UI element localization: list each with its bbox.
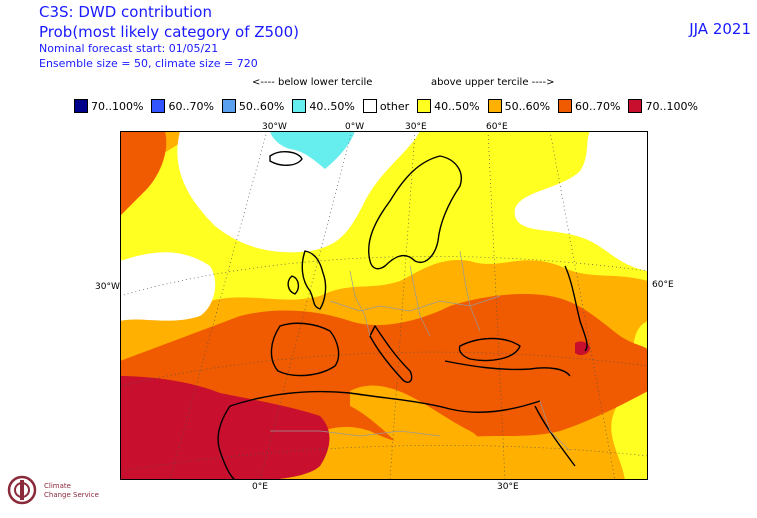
below-tercile-label: <---- below lower tercile xyxy=(252,77,373,88)
region-other-northeast xyxy=(514,131,648,271)
legend-item: 50..60% xyxy=(487,99,551,113)
legend-swatch xyxy=(417,99,432,113)
country-border xyxy=(459,250,481,332)
grid-label-top: 0°W xyxy=(345,122,365,132)
map-frame xyxy=(120,131,648,480)
legend-label: 40..50% xyxy=(309,99,355,113)
legend: 70..100% 60..70% 50..60% 40..50% other 4… xyxy=(74,97,706,115)
legend-item: 50..60% xyxy=(221,99,285,113)
legend-label: 50..60% xyxy=(238,99,285,113)
legend-swatch xyxy=(221,99,236,113)
map-title: C3S: DWD contribution xyxy=(39,3,212,21)
legend-label: other xyxy=(379,99,410,113)
coastline-iberia xyxy=(270,322,340,377)
region-below-cyan xyxy=(270,131,355,169)
grid-label-bottom: 0°E xyxy=(252,482,268,492)
legend-item: 40..50% xyxy=(417,99,480,113)
coastline-caspian xyxy=(564,265,588,352)
legend-swatch xyxy=(628,99,643,113)
legend-item: 60..70% xyxy=(151,99,214,113)
legend-swatch xyxy=(151,99,166,113)
region-darkred-eastmed xyxy=(575,341,590,356)
coastline-britain xyxy=(301,250,327,310)
legend-label: 50..60% xyxy=(504,99,551,113)
grid-label-top: 30°E xyxy=(405,122,427,132)
region-other-north-atlantic xyxy=(177,131,420,253)
map-subtitle: Prob(most likely category of Z500) xyxy=(39,23,299,41)
grid-label-bottom: 30°E xyxy=(497,482,519,492)
legend-label: 60..70% xyxy=(575,99,621,113)
legend-item: 70..100% xyxy=(628,99,698,113)
logo-line2: Change Service xyxy=(44,491,99,499)
region-darkred-sahara xyxy=(120,376,330,480)
legend-label: 40..50% xyxy=(434,99,480,113)
legend-swatch xyxy=(362,99,377,113)
graticule-line xyxy=(259,131,353,480)
coastline-iceland xyxy=(269,151,303,166)
region-darkorange-northwest xyxy=(120,131,167,216)
coastline-italy xyxy=(369,325,413,383)
legend-label: 70..100% xyxy=(645,99,698,113)
legend-label: 70..100% xyxy=(91,99,144,113)
legend-swatch xyxy=(74,99,88,113)
probability-map xyxy=(120,131,648,480)
above-tercile-label: above upper tercile ----> xyxy=(431,77,555,88)
coastline-black-sea xyxy=(458,337,521,362)
graticule-line xyxy=(169,131,268,480)
country-border xyxy=(539,400,571,452)
grid-label-top: 30°W xyxy=(262,122,287,132)
country-border xyxy=(409,265,431,337)
legend-swatch xyxy=(292,99,307,113)
legend-item: 70..100% xyxy=(74,99,143,113)
region-other-west xyxy=(120,252,216,321)
grid-label-top: 60°E xyxy=(486,122,508,132)
legend-item: 40..50% xyxy=(292,99,355,113)
region-orange-band xyxy=(350,385,481,473)
season-label: JJA 2021 xyxy=(689,20,751,38)
logo-line1: Climate xyxy=(44,482,71,490)
graticule-line xyxy=(120,351,648,387)
copernicus-logo: Climate Change Service xyxy=(4,470,104,514)
legend-swatch xyxy=(558,99,573,113)
coastline-scandinavia xyxy=(368,155,462,270)
ensemble-info: Ensemble size = 50, climate size = 720 xyxy=(39,57,258,70)
climate-logo-icon xyxy=(7,475,37,505)
coastline-turkey xyxy=(444,360,571,377)
legend-item: 60..70% xyxy=(558,99,620,113)
forecast-start: Nominal forecast start: 01/05/21 xyxy=(39,42,219,55)
coastline-red-sea xyxy=(534,405,576,467)
coastline-ireland xyxy=(287,275,300,295)
grid-label-left: 30°W xyxy=(95,282,120,292)
legend-item: other xyxy=(362,99,410,113)
grid-label-right: 60°E xyxy=(652,280,674,290)
legend-label: 60..70% xyxy=(168,99,214,113)
coastline-west-africa xyxy=(217,405,236,480)
graticule-line xyxy=(120,445,648,472)
legend-swatch xyxy=(487,99,502,113)
coastline-north-africa xyxy=(229,390,541,413)
country-border xyxy=(349,270,371,337)
country-border xyxy=(270,430,441,437)
